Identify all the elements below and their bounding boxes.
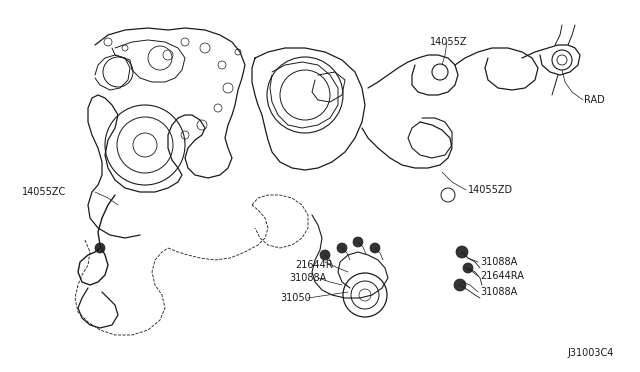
Circle shape <box>456 246 468 258</box>
Text: 14055ZC: 14055ZC <box>22 187 67 197</box>
Text: 14055Z: 14055Z <box>430 37 467 47</box>
Circle shape <box>95 243 105 253</box>
Text: 21644RA: 21644RA <box>480 271 524 281</box>
Text: 31088A: 31088A <box>480 287 517 297</box>
Text: RAD: RAD <box>584 95 605 105</box>
Circle shape <box>320 250 330 260</box>
Text: 31088A: 31088A <box>289 273 326 283</box>
Circle shape <box>463 263 473 273</box>
Text: 31050: 31050 <box>280 293 311 303</box>
Text: 14055ZD: 14055ZD <box>468 185 513 195</box>
Circle shape <box>454 279 466 291</box>
Text: 31088A: 31088A <box>480 257 517 267</box>
Text: 21644R: 21644R <box>295 260 333 270</box>
Circle shape <box>370 243 380 253</box>
Circle shape <box>337 243 347 253</box>
Text: J31003C4: J31003C4 <box>568 348 614 358</box>
Circle shape <box>353 237 363 247</box>
